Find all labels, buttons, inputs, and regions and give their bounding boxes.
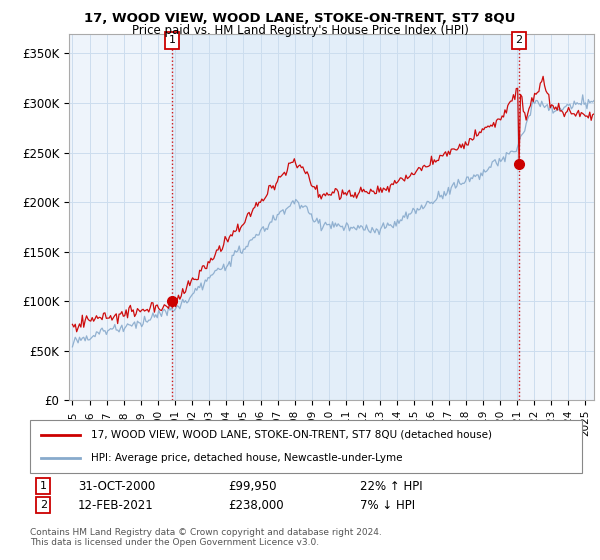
Text: 1: 1 <box>40 481 47 491</box>
Text: 17, WOOD VIEW, WOOD LANE, STOKE-ON-TRENT, ST7 8QU: 17, WOOD VIEW, WOOD LANE, STOKE-ON-TRENT… <box>85 12 515 25</box>
Text: 31-OCT-2000: 31-OCT-2000 <box>78 479 155 493</box>
Text: 17, WOOD VIEW, WOOD LANE, STOKE-ON-TRENT, ST7 8QU (detached house): 17, WOOD VIEW, WOOD LANE, STOKE-ON-TRENT… <box>91 430 492 440</box>
Text: £99,950: £99,950 <box>228 479 277 493</box>
Bar <box>172 34 519 400</box>
Text: HPI: Average price, detached house, Newcastle-under-Lyme: HPI: Average price, detached house, Newc… <box>91 453 402 463</box>
Text: Contains HM Land Registry data © Crown copyright and database right 2024.
This d: Contains HM Land Registry data © Crown c… <box>30 528 382 547</box>
Text: 2: 2 <box>40 500 47 510</box>
Text: £238,000: £238,000 <box>228 498 284 512</box>
FancyBboxPatch shape <box>30 420 582 473</box>
Text: Price paid vs. HM Land Registry's House Price Index (HPI): Price paid vs. HM Land Registry's House … <box>131 24 469 37</box>
Text: 12-FEB-2021: 12-FEB-2021 <box>78 498 154 512</box>
Text: 1: 1 <box>169 35 176 45</box>
Text: 2: 2 <box>515 35 523 45</box>
Text: 22% ↑ HPI: 22% ↑ HPI <box>360 479 422 493</box>
Text: 7% ↓ HPI: 7% ↓ HPI <box>360 498 415 512</box>
